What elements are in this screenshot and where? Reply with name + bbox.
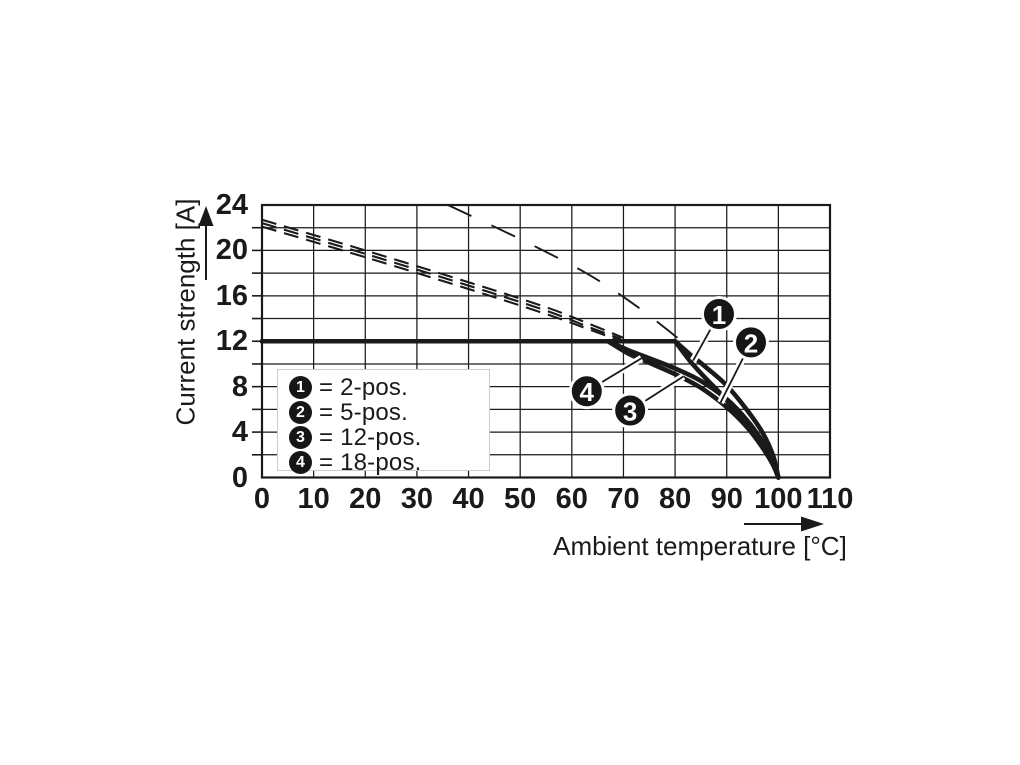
dashed-curve xyxy=(261,222,622,340)
y-axis-arrow-head-icon xyxy=(198,206,214,226)
callout-number-1: 1 xyxy=(712,300,726,330)
legend-box: 1 = 2-pos. 2 = 5-pos. 3 = 12-pos. 4 = 18… xyxy=(277,369,490,476)
callout-circle-3 xyxy=(612,392,649,429)
x-tick-label-20: 20 xyxy=(349,483,382,515)
legend-item-5pos: 2 = 5-pos. xyxy=(289,398,489,426)
x-tick-label-30: 30 xyxy=(400,483,434,515)
legend-label: = 12-pos. xyxy=(319,423,422,451)
x-axis-title: Ambient temperature [°C] xyxy=(553,531,847,561)
callout-number-2: 2 xyxy=(744,328,758,358)
callout-circle-1 xyxy=(700,296,737,332)
legend-marker-3-icon: 3 xyxy=(289,426,312,449)
y-tick-label-24: 24 xyxy=(215,189,248,221)
legend-marker-4-icon: 4 xyxy=(289,451,312,474)
callout-circle-4 xyxy=(568,373,605,410)
x-tick-label-0: 0 xyxy=(253,483,271,515)
x-tick-label-40: 40 xyxy=(452,483,485,515)
dashed-curve xyxy=(447,204,681,341)
dashed-curve xyxy=(261,218,624,339)
y-tick-label-20: 20 xyxy=(215,234,248,267)
x-tick-label-50: 50 xyxy=(504,483,537,515)
dashed-capacity-curves xyxy=(261,204,681,342)
y-tick-label-8: 8 xyxy=(231,370,248,403)
x-tick-label-10: 10 xyxy=(297,483,330,515)
x-tick-label-60: 60 xyxy=(555,483,588,515)
y-tick-label-0: 0 xyxy=(231,461,248,494)
x-axis-arrow-head-icon xyxy=(801,516,824,532)
x-tick-label-110: 110 xyxy=(806,483,854,515)
y-tick-label-4: 4 xyxy=(231,416,248,449)
x-tick-label-90: 90 xyxy=(710,483,743,515)
legend-marker-2-icon: 2 xyxy=(289,401,312,424)
y-tick-label-12: 12 xyxy=(215,325,248,358)
legend-label: = 5-pos. xyxy=(319,398,408,426)
legend-item-18pos: 4 = 18-pos. xyxy=(289,448,489,476)
legend-label: = 18-pos. xyxy=(319,448,422,476)
callout-circle-2 xyxy=(732,324,769,361)
axis-arrows xyxy=(198,206,824,532)
callout-number-4: 4 xyxy=(580,377,595,407)
dashed-curve xyxy=(261,225,619,342)
legend-label: = 2-pos. xyxy=(319,373,408,401)
curve-callouts: 12 34 xyxy=(568,296,769,429)
x-tick-label-80: 80 xyxy=(658,483,692,515)
x-tick-label-70: 70 xyxy=(607,483,640,515)
derating-drop-curve xyxy=(605,338,781,480)
x-tick-label-100: 100 xyxy=(754,483,803,515)
callout-number-3: 3 xyxy=(623,397,637,427)
y-tick-label-16: 16 xyxy=(215,279,248,312)
legend-item-12pos: 3 = 12-pos. xyxy=(289,423,489,451)
legend-item-2pos: 1 = 2-pos. xyxy=(289,373,489,401)
legend-marker-1-icon: 1 xyxy=(289,376,312,399)
